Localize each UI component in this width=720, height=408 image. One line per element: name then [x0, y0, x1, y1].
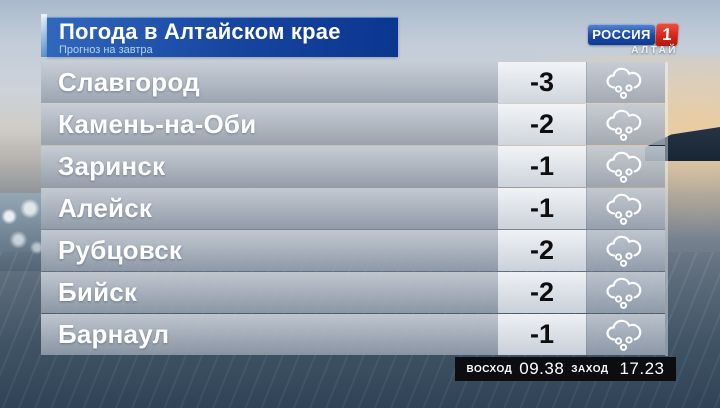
temperature-value: -2: [498, 104, 586, 145]
table-row: Бийск -2: [41, 272, 665, 313]
temperature-value: -2: [498, 272, 586, 313]
table-row: Рубцовск -2: [41, 230, 665, 271]
header-accent-stripe: [41, 14, 47, 57]
ice-shore: [0, 193, 46, 271]
temperature-value: -1: [498, 314, 586, 355]
page-title: Погода в Алтайском крае: [59, 19, 341, 44]
forecast-table: Славгород -3 Камень-на-Оби -2: [41, 62, 668, 356]
sunset-label: ЗАХОД: [571, 363, 609, 375]
snow-cloud-icon: [606, 277, 642, 309]
temperature-value: -3: [498, 62, 586, 103]
temperature-value: -2: [498, 230, 586, 271]
city-name: Камень-на-Оби: [41, 104, 498, 145]
city-name: Бийск: [41, 272, 498, 313]
snow-cloud-icon: [606, 193, 642, 225]
table-row: Алейск -1: [41, 188, 665, 229]
header-bar: Погода в Алтайском крае Прогноз на завтр…: [47, 17, 398, 57]
city-name: Славгород: [41, 62, 498, 103]
sun-info-bar: ВОСХОД 09.38 ЗАХОД 17.23: [455, 357, 676, 381]
snow-cloud-icon: [606, 151, 642, 183]
city-name: Алейск: [41, 188, 498, 229]
weather-cell: [586, 188, 665, 229]
snow-cloud-icon: [606, 235, 642, 267]
snow-cloud-icon: [606, 67, 642, 99]
weather-cell: [586, 314, 665, 355]
city-name: Барнаул: [41, 314, 498, 355]
weather-cell: [586, 62, 665, 103]
page-subtitle: Прогноз на завтра: [59, 44, 153, 56]
weather-cell: [586, 104, 665, 145]
table-row: Барнаул -1: [41, 314, 665, 355]
channel-region-label: АЛТАЙ: [631, 45, 678, 56]
channel-logo-one: 1: [655, 23, 679, 46]
table-row: Славгород -3: [41, 62, 665, 103]
temperature-value: -1: [498, 188, 586, 229]
snow-cloud-icon: [606, 109, 642, 141]
snow-cloud-icon: [606, 319, 642, 351]
weather-cell: [586, 272, 665, 313]
city-name: Рубцовск: [41, 230, 498, 271]
sunset-time: 17.23: [619, 359, 665, 378]
temperature-value: -1: [498, 146, 586, 187]
sunrise-label: ВОСХОД: [466, 363, 513, 375]
city-name: Заринск: [41, 146, 498, 187]
sunrise-time: 09.38: [519, 359, 565, 378]
weather-cell: [586, 146, 665, 187]
weather-cell: [586, 230, 665, 271]
table-row: Заринск -1: [41, 146, 665, 187]
channel-logo-rossiya: РОССИЯ: [588, 24, 655, 45]
table-row: Камень-на-Оби -2: [41, 104, 665, 145]
